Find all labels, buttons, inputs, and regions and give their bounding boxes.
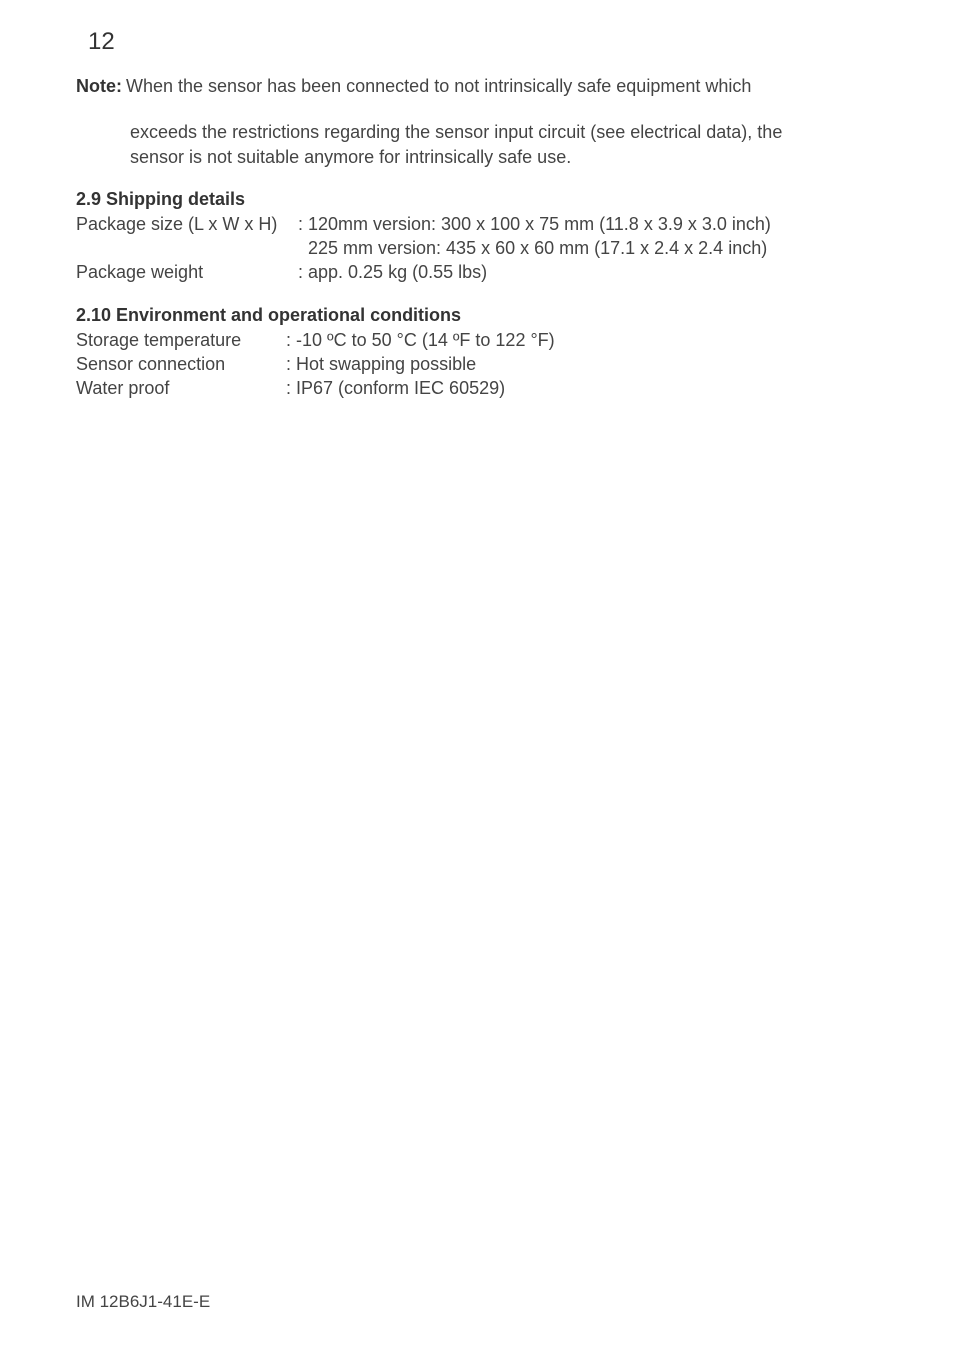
sensor-connection-label: Sensor connection	[76, 352, 286, 376]
water-proof-label: Water proof	[76, 376, 286, 400]
note-section: Note: When the sensor has been connected…	[76, 74, 886, 169]
storage-temp-label: Storage temperature	[76, 328, 286, 352]
water-proof-row: Water proof : IP67 (conform IEC 60529)	[76, 376, 886, 400]
package-size-row: Package size (L x W x H) : 120mm version…	[76, 212, 886, 236]
package-size-value-2: 225 mm version: 435 x 60 x 60 mm (17.1 x…	[308, 236, 886, 260]
note-text-3: sensor is not suitable anymore for intri…	[130, 145, 886, 169]
sensor-connection-row: Sensor connection : Hot swapping possibl…	[76, 352, 886, 376]
note-line-1: Note: When the sensor has been connected…	[76, 74, 886, 98]
storage-temp-row: Storage temperature : -10 ºC to 50 °C (1…	[76, 328, 886, 352]
package-weight-row: Package weight : app. 0.25 kg (0.55 lbs)	[76, 260, 886, 284]
page-number: 12	[88, 28, 886, 56]
shipping-section: 2.9 Shipping details Package size (L x W…	[76, 189, 886, 285]
water-proof-value: : IP67 (conform IEC 60529)	[286, 376, 505, 400]
environment-section: 2.10 Environment and operational conditi…	[76, 305, 886, 401]
package-size-value-1: : 120mm version: 300 x 100 x 75 mm (11.8…	[298, 212, 771, 236]
storage-temp-value: : -10 ºC to 50 °C (14 ºF to 122 °F)	[286, 328, 555, 352]
note-text-1: When the sensor has been connected to no…	[126, 74, 751, 98]
shipping-heading: 2.9 Shipping details	[76, 189, 886, 210]
note-text-2: exceeds the restrictions regarding the s…	[130, 120, 886, 144]
package-size-label: Package size (L x W x H)	[76, 212, 298, 236]
footer-doc-id: IM 12B6J1-41E-E	[76, 1292, 210, 1312]
environment-heading: 2.10 Environment and operational conditi…	[76, 305, 886, 326]
page-container: 12 Note: When the sensor has been connec…	[0, 0, 954, 1354]
note-label: Note:	[76, 74, 122, 98]
sensor-connection-value: : Hot swapping possible	[286, 352, 476, 376]
package-weight-value: : app. 0.25 kg (0.55 lbs)	[298, 260, 487, 284]
package-weight-label: Package weight	[76, 260, 298, 284]
